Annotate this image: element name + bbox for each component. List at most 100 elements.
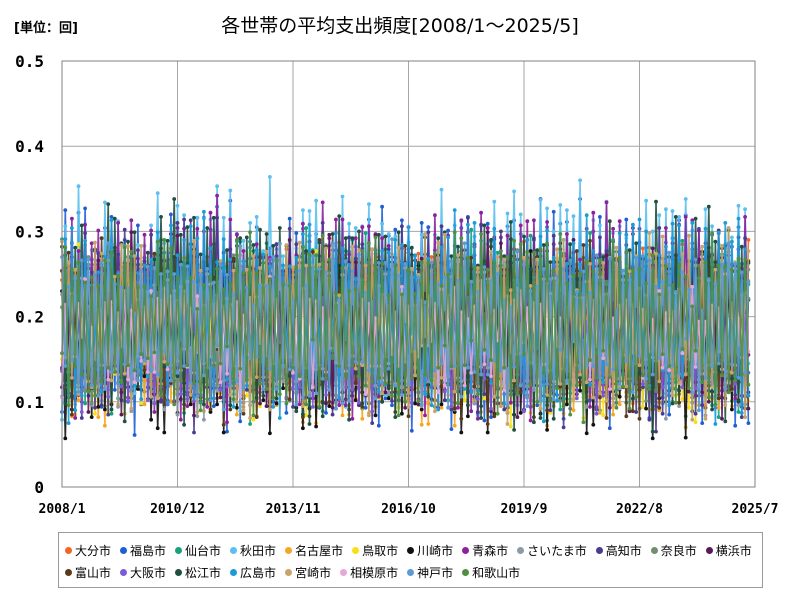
data-point [182,217,187,222]
data-point [746,382,751,387]
data-point [112,282,117,287]
data-point [307,393,312,398]
data-point [499,229,503,234]
data-point [485,226,490,230]
data-point [409,267,414,271]
data-point [393,227,398,232]
data-point [637,371,642,376]
data-point [733,396,738,401]
data-point [221,237,226,242]
data-point [386,366,391,371]
data-point [541,419,546,424]
data-point [637,363,642,368]
data-point [403,399,408,404]
data-point [739,372,744,377]
data-point [462,383,467,388]
data-point [726,226,731,230]
data-point [499,404,503,408]
legend-item: 松江市 [175,561,221,583]
data-point [604,253,609,258]
data-point [469,370,474,375]
x-tick-label: 2016/10 [381,502,436,517]
data-point [578,376,582,380]
data-point [132,380,137,385]
data-point [70,226,74,230]
data-point [142,358,147,362]
data-point [327,404,332,408]
data-point [571,238,576,242]
data-point [248,230,253,235]
data-point [83,280,87,285]
data-point [479,372,483,377]
data-point [304,413,309,418]
data-point [175,221,180,225]
data-point [594,376,599,380]
x-tick-label: 2013/11 [266,502,321,517]
data-point [96,251,101,256]
data-point [515,249,520,254]
data-point [462,241,467,246]
data-point [535,399,540,404]
data-point [532,420,536,425]
data-point [541,267,546,271]
data-point [485,230,490,235]
legend-label: 青森市 [472,543,509,558]
data-point [350,244,355,249]
data-point [677,371,681,376]
data-point [83,222,87,227]
data-point [462,363,467,368]
data-point [268,257,272,262]
data-point [485,422,490,426]
data-point [353,287,358,292]
legend-marker [462,546,470,554]
data-point [347,221,351,226]
data-point [142,284,147,289]
data-point [244,393,249,398]
data-point [568,412,573,417]
data-point [152,257,157,262]
data-point [386,232,391,236]
data-point [106,365,111,370]
y-tick-label: 0.1 [15,393,44,412]
data-point [317,405,322,409]
data-point [142,374,147,379]
data-point [713,422,718,426]
data-point [522,352,526,356]
data-point [244,383,249,388]
data-point [607,375,612,379]
data-point [667,250,672,255]
data-point [297,240,302,245]
y-tick-label: 0.3 [15,222,44,241]
data-point [588,405,592,409]
data-point [687,233,691,238]
data-point [598,376,602,380]
data-point [202,417,206,422]
data-point [188,393,193,397]
legend-label: 鳥取市 [362,543,399,558]
data-point [139,401,144,406]
data-point [452,406,457,411]
data-point [109,215,114,219]
data-point [522,390,526,395]
legend-item: 横浜市 [705,539,752,561]
data-point [109,378,114,383]
data-point [202,283,206,287]
x-tick-label: 2010/12 [150,502,205,517]
legend-marker [407,546,415,554]
data-point [182,364,187,368]
data-point [215,382,220,387]
data-point [400,284,404,289]
data-point [469,390,474,395]
data-point [274,242,279,247]
data-point [720,262,724,267]
data-point [409,275,414,280]
data-point [145,264,150,269]
data-point [301,404,305,408]
data-point [76,184,81,189]
data-point [680,385,685,390]
data-point [152,401,157,406]
data-point [406,405,411,409]
data-point [403,405,408,410]
data-point [482,223,487,228]
data-point [165,400,170,405]
